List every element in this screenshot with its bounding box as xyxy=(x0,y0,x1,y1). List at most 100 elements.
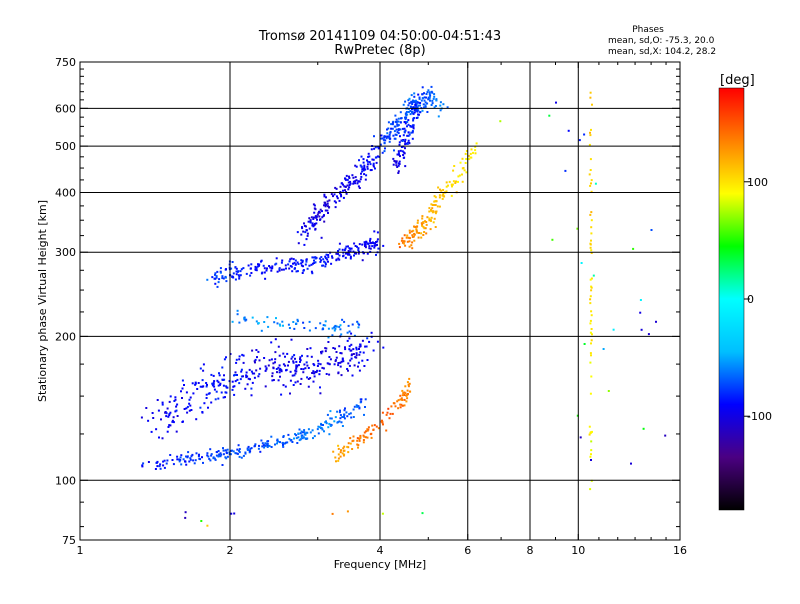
data-point xyxy=(184,460,186,463)
data-point xyxy=(337,459,340,462)
data-point xyxy=(403,398,406,401)
data-point xyxy=(361,243,364,246)
data-point xyxy=(239,274,242,277)
data-point xyxy=(358,348,360,350)
data-point xyxy=(295,370,298,373)
data-point xyxy=(266,444,269,447)
data-point xyxy=(407,385,410,388)
data-point xyxy=(278,364,281,367)
data-point xyxy=(590,182,592,185)
data-point xyxy=(390,127,393,130)
y-tick-label: 75 xyxy=(62,534,76,547)
data-point xyxy=(284,385,287,388)
data-point xyxy=(590,211,593,214)
data-point xyxy=(376,155,379,158)
data-point xyxy=(197,455,200,458)
data-point xyxy=(419,111,422,114)
data-point xyxy=(324,263,327,266)
data-point xyxy=(347,245,349,248)
data-point xyxy=(226,448,229,451)
data-point xyxy=(442,189,445,191)
data-point xyxy=(430,104,433,106)
data-point xyxy=(356,439,359,442)
data-point xyxy=(238,449,240,452)
data-point xyxy=(383,150,386,153)
data-point xyxy=(433,95,436,98)
data-point xyxy=(194,383,197,386)
data-point xyxy=(376,231,379,234)
data-point xyxy=(373,246,376,249)
data-point xyxy=(282,436,285,438)
data-point xyxy=(300,436,303,439)
data-point xyxy=(355,165,358,168)
data-point xyxy=(295,437,298,440)
data-point xyxy=(346,339,349,342)
data-point xyxy=(334,206,337,209)
data-point xyxy=(348,184,351,186)
y-tick-label: 400 xyxy=(55,186,76,199)
data-point xyxy=(382,244,385,247)
data-point xyxy=(337,362,340,364)
data-point xyxy=(368,340,371,343)
data-point xyxy=(250,447,253,450)
data-point xyxy=(231,449,234,452)
data-point xyxy=(612,328,615,331)
data-point xyxy=(590,289,593,292)
data-point xyxy=(308,264,311,267)
data-point xyxy=(324,265,327,268)
data-point xyxy=(427,98,430,101)
data-point xyxy=(429,228,432,231)
data-point xyxy=(168,400,171,403)
data-point xyxy=(396,166,399,168)
data-point xyxy=(435,98,438,101)
data-point xyxy=(169,411,172,414)
data-point xyxy=(412,117,415,120)
data-point xyxy=(254,361,256,364)
data-point xyxy=(346,184,349,187)
data-point xyxy=(404,140,406,143)
data-point xyxy=(321,428,324,431)
data-point xyxy=(589,278,592,281)
data-point xyxy=(164,411,167,414)
data-point xyxy=(361,168,364,171)
data-point xyxy=(175,409,178,412)
data-point xyxy=(342,254,345,257)
colorbar-label: [deg] xyxy=(720,73,755,88)
colorbar-tick-label: 0 xyxy=(747,293,754,306)
data-point xyxy=(379,143,382,146)
data-point xyxy=(398,163,401,165)
data-point xyxy=(230,512,233,515)
data-point xyxy=(330,262,333,265)
data-point xyxy=(199,406,202,409)
data-point xyxy=(380,134,383,137)
data-point xyxy=(302,230,305,233)
data-point xyxy=(640,328,643,331)
data-point xyxy=(364,436,367,439)
data-point xyxy=(194,381,197,384)
data-point xyxy=(279,375,281,378)
data-point xyxy=(384,147,386,150)
data-point xyxy=(335,356,338,359)
data-point xyxy=(156,399,159,401)
data-point xyxy=(213,457,216,460)
data-point xyxy=(249,450,252,453)
data-point xyxy=(363,243,366,246)
data-point xyxy=(239,378,242,381)
data-point xyxy=(327,336,330,339)
data-point xyxy=(366,165,369,168)
data-point xyxy=(301,261,304,264)
data-point xyxy=(179,456,182,459)
data-point xyxy=(406,381,409,384)
data-point xyxy=(381,512,384,515)
data-point xyxy=(314,257,317,260)
data-point xyxy=(334,456,337,459)
data-point xyxy=(352,176,355,179)
data-point xyxy=(344,177,347,180)
y-tick-label: 750 xyxy=(55,56,76,69)
data-point xyxy=(185,391,188,394)
data-point xyxy=(350,332,353,335)
data-point xyxy=(431,91,434,94)
data-point xyxy=(298,439,301,442)
data-point xyxy=(285,369,287,372)
